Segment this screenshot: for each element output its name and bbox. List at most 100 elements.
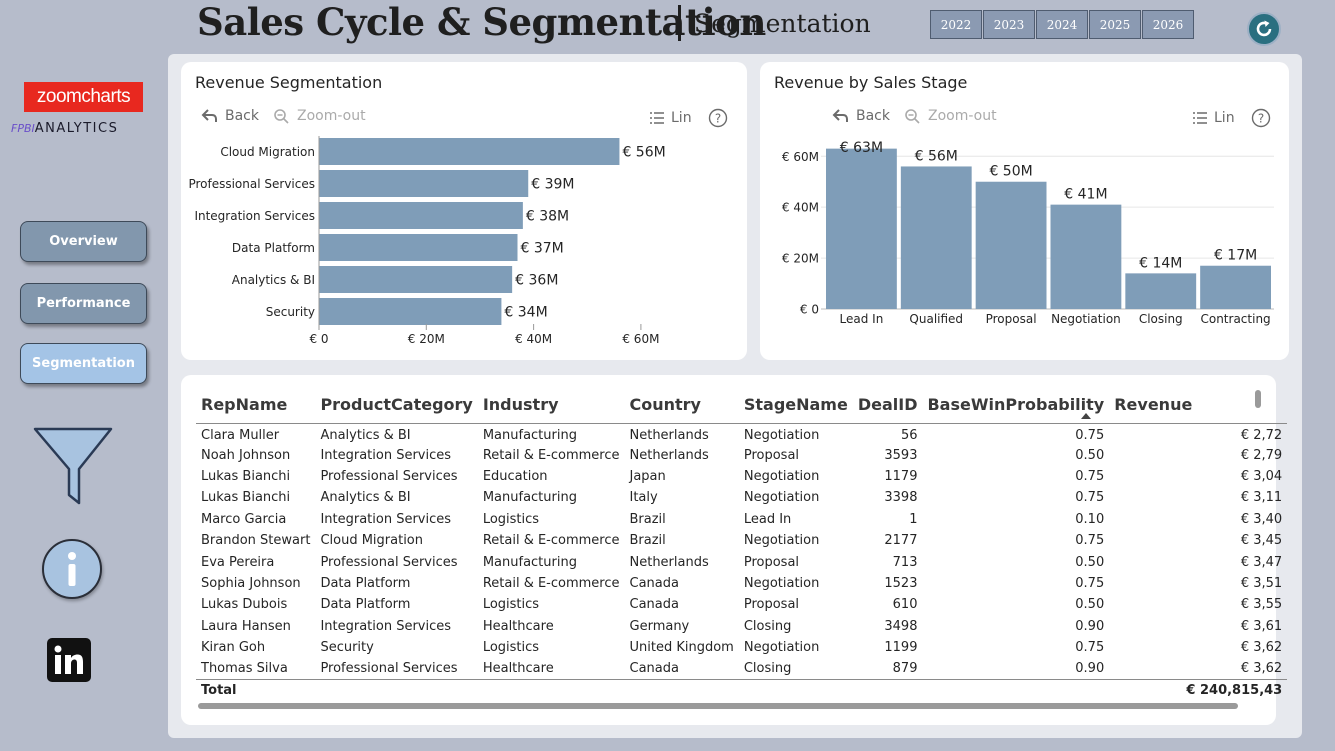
stage-toolbar-right: Lin ?	[1192, 108, 1271, 128]
category-label: Qualified	[909, 312, 963, 326]
vertical-scrollbar[interactable]	[1255, 390, 1261, 408]
zoom-out-icon[interactable]	[273, 108, 291, 124]
zoom-out-button[interactable]: Zoom-out	[297, 108, 366, 124]
revenue-by-stage-chart[interactable]: € 0 € 20M € 40M € 60M € 63M Lead In € 56M Quali…	[760, 62, 1289, 360]
bar[interactable]	[1200, 265, 1271, 309]
bar[interactable]	[319, 266, 513, 293]
scale-toggle-button[interactable]: Lin	[1214, 110, 1235, 126]
table-cell-productcategory: Integration Services	[320, 618, 452, 634]
y-tick-label: € 0	[800, 303, 819, 317]
column-header-productcategory[interactable]: ProductCategory	[315, 386, 478, 424]
table-cell-stagename: Negotiation	[743, 640, 820, 656]
nav-performance-button[interactable]: Performance	[20, 283, 147, 324]
svg-text:?: ?	[1257, 112, 1263, 126]
total-revenue: € 240,815,43	[1109, 679, 1288, 702]
back-button[interactable]: Back	[225, 108, 259, 124]
table-cell-dealid: 1199	[884, 640, 918, 656]
bar[interactable]	[319, 138, 620, 165]
table-cell-country: Germany	[629, 618, 690, 634]
table-cell-revenue: € 3,40	[1240, 511, 1283, 527]
nav-overview-button[interactable]: Overview	[20, 221, 147, 262]
column-header-repname[interactable]: RepName	[196, 386, 316, 424]
year-button-2022[interactable]: 2022	[930, 10, 982, 39]
back-button[interactable]: Back	[856, 108, 890, 124]
year-button-2026[interactable]: 2026	[1142, 10, 1194, 39]
table-cell-industry: Logistics	[482, 511, 540, 527]
table-cell-productcategory: Professional Services	[320, 554, 458, 570]
list-scale-icon[interactable]	[1192, 111, 1208, 125]
help-icon[interactable]: ?	[708, 108, 728, 128]
bar[interactable]	[826, 148, 897, 309]
table-row[interactable]: Noah Johnson Integration Services Retail &…	[196, 444, 1287, 465]
table-row[interactable]: Eva Pereira Professional Services Manufact…	[196, 551, 1287, 572]
table-cell-industry: Manufacturing	[482, 428, 577, 444]
table-row[interactable]: Thomas Silva Professional Services Healthc…	[196, 658, 1287, 679]
filter-funnel-icon[interactable]	[33, 427, 115, 507]
bar[interactable]	[319, 234, 518, 261]
table-cell-stagename: Lead In	[743, 511, 792, 527]
column-header-dealid[interactable]: DealID	[852, 386, 923, 424]
year-slicer: 2022 2023 2024 2025 2026	[930, 10, 1195, 39]
bar[interactable]	[1125, 273, 1197, 309]
nav-segmentation-button[interactable]: Segmentation	[20, 343, 147, 384]
back-arrow-icon[interactable]	[832, 108, 850, 124]
table-row[interactable]: Kiran Goh Security Logistics United Kingdom…	[196, 637, 1287, 658]
total-empty-cell	[738, 679, 853, 702]
table-row[interactable]: Lukas Bianchi Analytics & BI Manufacturing…	[196, 487, 1287, 508]
table-cell-stagename: Negotiation	[743, 490, 820, 506]
table-cell-basewinprobability: 0.90	[1075, 618, 1105, 634]
linkedin-icon[interactable]	[47, 638, 91, 682]
column-header-country[interactable]: Country	[624, 386, 739, 424]
year-button-2024[interactable]: 2024	[1036, 10, 1088, 39]
table-cell-revenue: € 3,45	[1240, 533, 1283, 549]
table-cell-basewinprobability: 0.75	[1075, 428, 1105, 444]
table-cell-repname: Noah Johnson	[201, 447, 291, 463]
table-cell-country: Netherlands	[629, 428, 709, 444]
total-empty-cell	[477, 679, 625, 702]
bar[interactable]	[319, 202, 523, 229]
table-row[interactable]: Brandon Stewart Cloud Migration Retail & E…	[196, 530, 1287, 551]
table-row[interactable]: Marco Garcia Integration Services Logistic…	[196, 509, 1287, 530]
horizontal-scrollbar[interactable]	[198, 703, 1238, 709]
revenue-segmentation-chart[interactable]: Cloud Migration € 56M Professional Service…	[181, 62, 747, 360]
table-row[interactable]: Sophia Johnson Data Platform Retail & E-co…	[196, 573, 1287, 594]
bar[interactable]	[1050, 204, 1122, 309]
help-icon[interactable]: ?	[1251, 108, 1271, 128]
table-row[interactable]: Lukas Dubois Data Platform Logistics Canada…	[196, 594, 1287, 615]
table-cell-country: Italy	[629, 490, 658, 506]
table-cell-basewinprobability: 0.90	[1075, 661, 1105, 677]
x-tick-label: € 20M	[408, 332, 445, 346]
bar[interactable]	[900, 166, 972, 309]
bar[interactable]	[319, 170, 529, 197]
table-row[interactable]: Clara Muller Analytics & BI Manufacturing N…	[196, 423, 1287, 444]
refresh-icon[interactable]	[1247, 12, 1281, 46]
table-cell-country: United Kingdom	[629, 640, 734, 656]
svg-text:?: ?	[714, 112, 720, 126]
table-row[interactable]: Lukas Bianchi Professional Services Educat…	[196, 466, 1287, 487]
column-header-stagename[interactable]: StageName	[738, 386, 853, 424]
segmentation-toolbar-left: Back Zoom-out	[201, 108, 366, 124]
table-cell-revenue: € 3,55	[1240, 597, 1283, 613]
category-label: Proposal	[986, 312, 1037, 326]
table-cell-basewinprobability: 0.10	[1075, 511, 1105, 527]
scale-toggle-button[interactable]: Lin	[671, 110, 692, 126]
revenue-by-stage-card: Revenue by Sales Stage Back Zoom-out Lin…	[760, 62, 1289, 360]
table-row[interactable]: Laura Hansen Integration Services Healthca…	[196, 616, 1287, 637]
zoom-out-button[interactable]: Zoom-out	[928, 108, 997, 124]
list-scale-icon[interactable]	[649, 111, 665, 125]
table-cell-dealid: 610	[892, 597, 918, 613]
table-cell-dealid: 1	[909, 511, 918, 527]
year-button-2025[interactable]: 2025	[1089, 10, 1141, 39]
bar[interactable]	[975, 181, 1047, 309]
table-header-row: RepName ProductCategory Industry Country…	[196, 386, 1288, 424]
column-header-industry[interactable]: Industry	[477, 386, 625, 424]
bar[interactable]	[319, 298, 502, 325]
back-arrow-icon[interactable]	[201, 108, 219, 124]
zoom-out-icon[interactable]	[904, 108, 922, 124]
table-cell-stagename: Closing	[743, 618, 792, 634]
year-button-2023[interactable]: 2023	[983, 10, 1035, 39]
info-icon[interactable]	[42, 539, 102, 599]
column-header-basewinprobability[interactable]: BaseWinProbability	[922, 386, 1110, 424]
bar-value-label: € 14M	[1139, 255, 1182, 271]
table-cell-repname: Thomas Silva	[201, 661, 288, 677]
